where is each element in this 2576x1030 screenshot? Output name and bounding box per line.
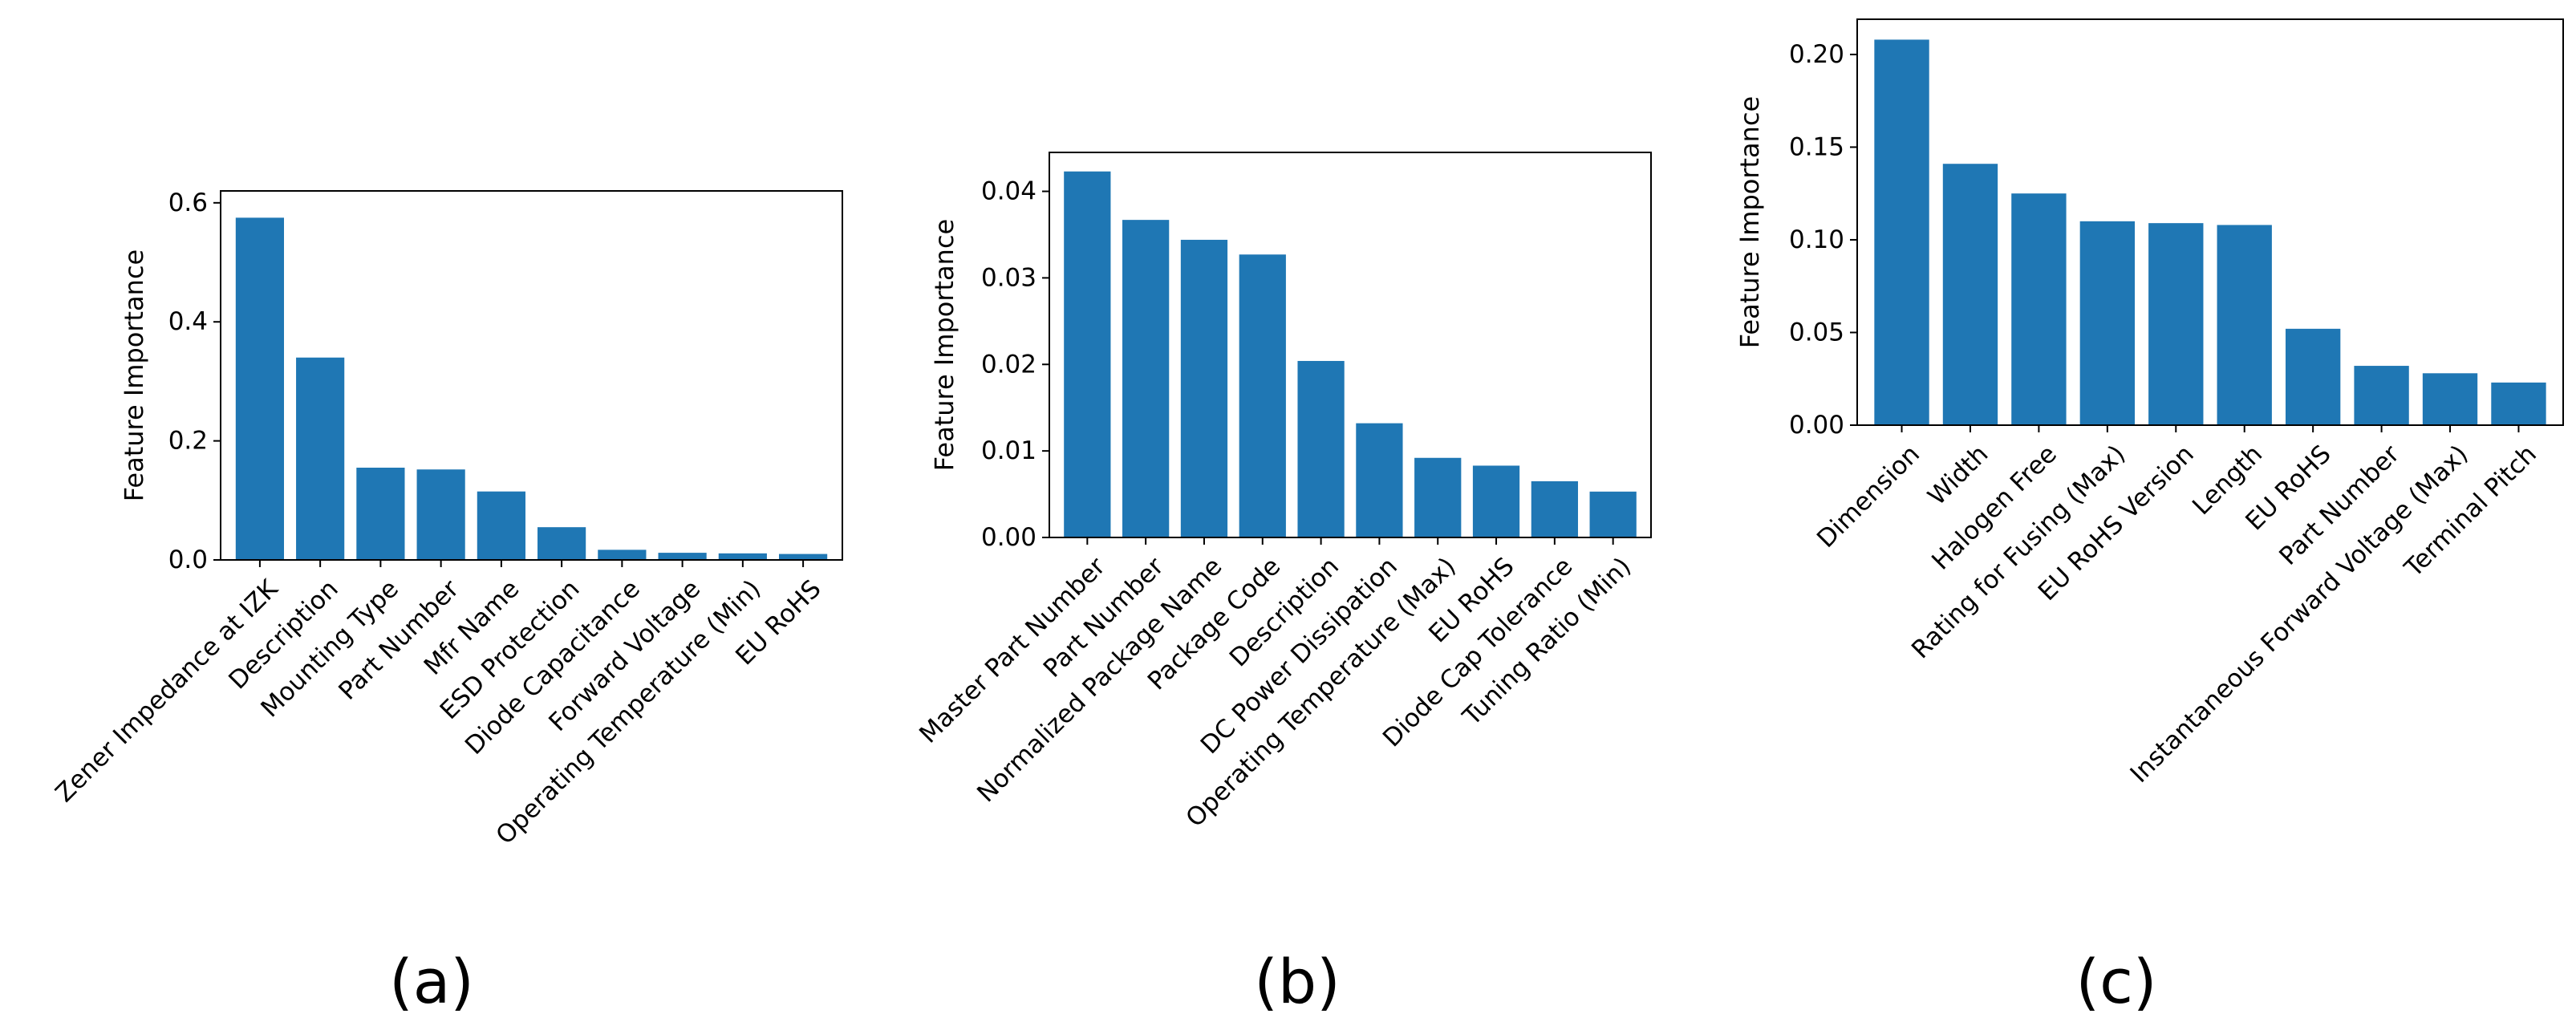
chart-caption: (c) bbox=[2075, 946, 2156, 1017]
y-axis-title: Feature Importance bbox=[119, 249, 149, 501]
bar-10 bbox=[1589, 491, 1637, 537]
bar-5 bbox=[477, 491, 525, 560]
bar-3 bbox=[356, 468, 405, 560]
bar-3 bbox=[2011, 193, 2067, 425]
bar-6 bbox=[2217, 225, 2272, 425]
bar-2 bbox=[1122, 220, 1170, 537]
chart-caption: (a) bbox=[389, 946, 474, 1017]
chart-caption: (b) bbox=[1254, 946, 1341, 1017]
bar-4 bbox=[1239, 254, 1286, 537]
bar-8 bbox=[2354, 366, 2409, 425]
y-axis-title: Feature Importance bbox=[1734, 96, 1765, 348]
y-tick-label: 0.02 bbox=[981, 350, 1036, 379]
y-tick-label: 0.20 bbox=[1789, 40, 1844, 69]
bar-6 bbox=[1356, 423, 1403, 537]
x-tick-label: Zener Impedance at IZK bbox=[50, 574, 284, 809]
bar-9 bbox=[2422, 373, 2478, 425]
bar-9 bbox=[1531, 481, 1578, 537]
bar-8 bbox=[658, 553, 707, 560]
bar-1 bbox=[1874, 39, 1929, 426]
bar-6 bbox=[538, 527, 586, 560]
y-tick-label: 0.6 bbox=[168, 189, 208, 217]
bar-5 bbox=[2148, 223, 2204, 425]
y-tick-label: 0.10 bbox=[1789, 225, 1844, 254]
bar-5 bbox=[1297, 360, 1345, 537]
y-tick-label: 0.01 bbox=[981, 436, 1036, 465]
x-tick-label: Dimension bbox=[1811, 440, 1925, 554]
y-tick-label: 0.04 bbox=[981, 177, 1036, 206]
bar-9 bbox=[718, 553, 767, 560]
bar-3 bbox=[1180, 239, 1228, 537]
y-tick-label: 0.15 bbox=[1789, 132, 1844, 161]
y-tick-label: 0.4 bbox=[168, 307, 208, 336]
chart-panel-0: Zener Impedance at IZKDescriptionMountin… bbox=[50, 189, 843, 1017]
bar-7 bbox=[2285, 328, 2341, 425]
y-tick-label: 0.03 bbox=[981, 263, 1036, 292]
bar-7 bbox=[1414, 457, 1462, 537]
y-tick-label: 0.00 bbox=[981, 523, 1036, 552]
x-tick-label: Part Number bbox=[2274, 440, 2405, 571]
bar-10 bbox=[2491, 382, 2546, 425]
bar-2 bbox=[1942, 164, 1998, 425]
y-tick-label: 0.05 bbox=[1789, 318, 1844, 347]
axes-frame bbox=[220, 190, 843, 561]
axes-frame bbox=[1856, 18, 2564, 426]
y-tick-label: 0.2 bbox=[168, 427, 208, 456]
axes-frame bbox=[1049, 152, 1652, 538]
y-axis-title: Feature Importance bbox=[929, 219, 959, 471]
bar-7 bbox=[598, 549, 647, 560]
bar-4 bbox=[2079, 221, 2136, 425]
bar-8 bbox=[1472, 465, 1520, 537]
y-tick-label: 0.00 bbox=[1789, 411, 1844, 440]
x-tick-label: Normalized Package Name bbox=[972, 552, 1227, 808]
y-tick-label: 0.0 bbox=[168, 545, 208, 574]
bar-10 bbox=[779, 554, 828, 560]
bar-1 bbox=[235, 217, 284, 560]
bar-2 bbox=[296, 357, 345, 560]
bar-4 bbox=[416, 469, 465, 560]
bar-1 bbox=[1064, 171, 1111, 538]
